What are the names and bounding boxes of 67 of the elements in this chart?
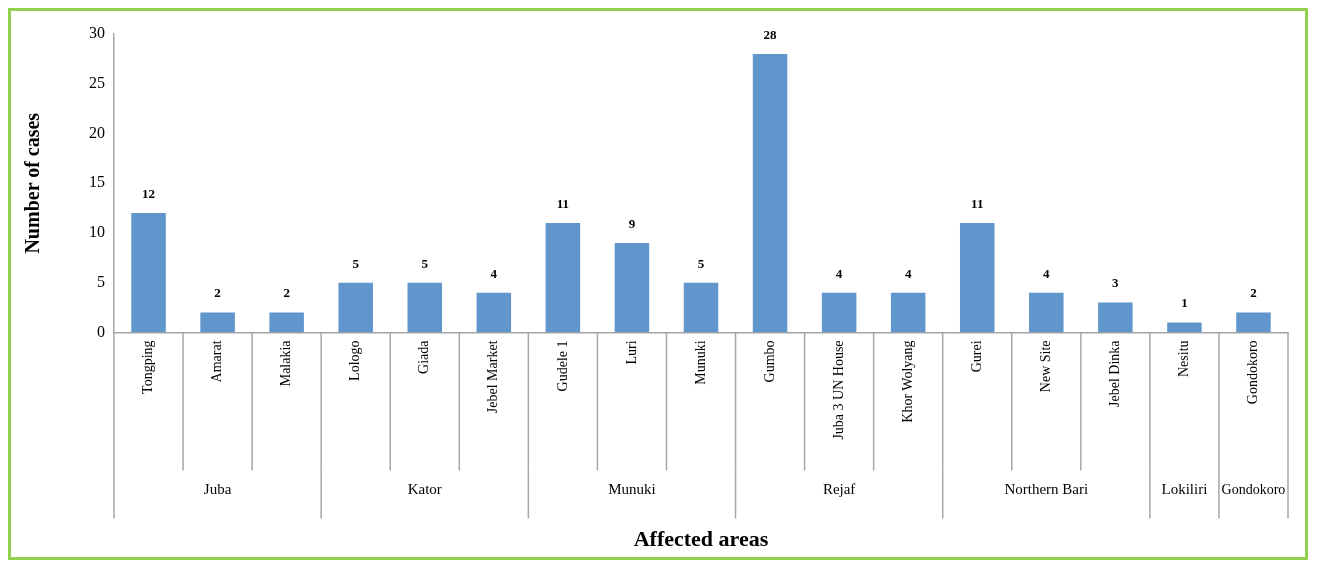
text: Munuki [608, 481, 656, 498]
text: Kator [407, 481, 442, 498]
x-tick-label: Malakia [278, 339, 294, 387]
x-tick-label: Gurei [968, 340, 984, 373]
x-tick-label: Amarat [209, 340, 225, 383]
text: Juba [203, 481, 232, 498]
bar [959, 223, 995, 333]
x-tick-label: Gondokoro [1245, 340, 1261, 405]
y-tick-label: 10 [89, 223, 105, 241]
data-label: 28 [763, 26, 778, 42]
y-tick-label: 20 [89, 123, 105, 141]
data-label: 9 [628, 215, 636, 231]
bar [752, 53, 788, 333]
y-tick-label: 25 [89, 73, 105, 91]
bar [1098, 302, 1133, 333]
text: Lokiliri [1161, 481, 1208, 498]
data-label: 2 [1250, 285, 1257, 301]
y-tick-label: 30 [89, 24, 105, 42]
text: Northern Bari [1004, 481, 1089, 498]
bar [200, 312, 235, 333]
x-tick-label: Jebel Dinka [1107, 339, 1123, 407]
x-tick-label: Khor Wolyang [899, 340, 915, 423]
y-axis-title: Number of cases [21, 112, 44, 254]
data-label: 4 [490, 265, 498, 281]
y-tick-label: 0 [97, 322, 105, 340]
x-tick-label: Jebel Market [485, 340, 501, 414]
text: Gondokoro [1221, 482, 1286, 498]
data-label: 2 [214, 285, 221, 301]
bar [1236, 312, 1271, 333]
x-tick-label: Nesitu [1176, 340, 1192, 378]
x-tick-label: Juba 3 UN House [830, 340, 846, 440]
data-label: 5 [352, 255, 360, 271]
x-tick-label: Lologo [347, 340, 363, 381]
x-tick-label: Giada [416, 339, 432, 374]
x-tick-label: Tongping [140, 340, 156, 394]
bar [614, 242, 650, 333]
data-label: 12 [142, 185, 156, 201]
data-label: 4 [1043, 265, 1051, 281]
x-tick-label: New Site [1037, 340, 1053, 393]
bar [1029, 292, 1064, 333]
x-tick-label: Luri [623, 340, 639, 365]
x-tick-label: Munuki [692, 340, 708, 385]
bar [1167, 322, 1202, 333]
bar [821, 292, 857, 333]
data-label: 3 [1112, 275, 1120, 291]
data-label: 5 [421, 255, 429, 271]
data-label: 4 [835, 265, 843, 281]
bar [545, 223, 581, 333]
data-label: 11 [971, 195, 984, 211]
bar [476, 292, 512, 333]
x-tick-label: Gudele 1 [554, 340, 570, 392]
data-label: 2 [283, 285, 290, 301]
y-tick-label: 15 [89, 173, 105, 191]
x-axis-title: Affected areas [633, 526, 769, 552]
text: Rejaf [822, 481, 856, 498]
y-tick-label: 5 [97, 272, 105, 290]
data-label: 11 [556, 195, 570, 211]
bar [269, 312, 304, 333]
data-label: 1 [1181, 295, 1188, 311]
bar [338, 282, 373, 333]
bar [131, 213, 166, 333]
bar [890, 292, 926, 333]
bar [407, 282, 443, 333]
x-tick-label: Gumbo [761, 340, 777, 383]
data-label: 5 [697, 255, 705, 271]
data-label: 4 [904, 265, 912, 281]
bar [683, 282, 719, 333]
